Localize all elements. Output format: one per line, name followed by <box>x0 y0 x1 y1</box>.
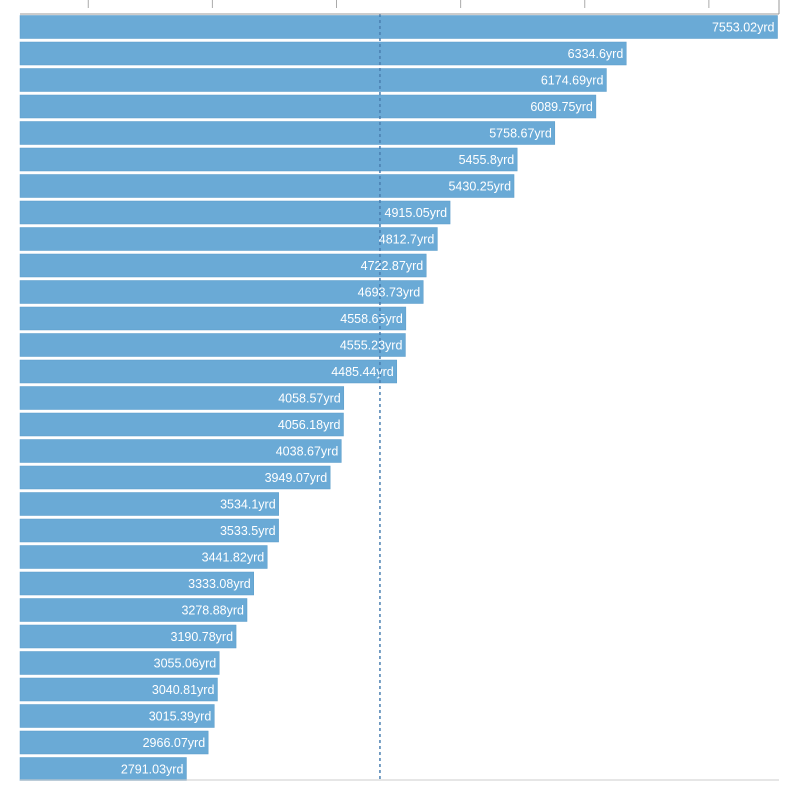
bar-value-label: 3949.07yrd <box>265 471 328 485</box>
bar-value-label: 4485.44yrd <box>331 365 394 379</box>
bar-value-label: 6174.69yrd <box>541 74 604 88</box>
bar-18 <box>19 492 279 516</box>
bar-value-label: 4555.23yrd <box>340 339 403 353</box>
bar-value-label: 4915.05yrd <box>385 206 448 220</box>
bar-3 <box>19 94 597 119</box>
bar-27 <box>19 730 209 755</box>
axes <box>20 0 780 781</box>
bar-14 <box>19 386 345 410</box>
bars: 7553.02yrd 6334.6yrd 6174.69yrd 6089.75yrd 5… <box>19 15 778 781</box>
bar-value-label: 4698.73yrd <box>358 286 421 300</box>
bar-value-label: 4722.87yrd <box>361 259 424 273</box>
bar-value-label: 3441.82yrd <box>202 551 265 565</box>
bar-13 <box>19 359 398 384</box>
bar-value-label: 2791.03yrd <box>121 763 184 777</box>
bar-value-label: 4558.65yrd <box>340 312 403 326</box>
bar-26 <box>19 704 215 728</box>
x-axis-ticks <box>87 0 710 8</box>
bar-value-label: 5430.25yrd <box>448 180 511 194</box>
bar-15 <box>19 412 344 437</box>
bar-9 <box>19 253 427 278</box>
bar-23 <box>19 624 237 649</box>
bar-2 <box>19 68 607 92</box>
bar-10 <box>19 280 424 304</box>
bar-1 <box>19 41 627 66</box>
bar-17 <box>19 465 331 490</box>
bar-value-label: 3333.08yrd <box>188 577 251 591</box>
bar-8 <box>19 227 438 251</box>
bar-value-label: 4038.67yrd <box>276 445 339 459</box>
bar-5 <box>19 147 518 172</box>
bar-7 <box>19 200 451 225</box>
bar-16 <box>19 439 342 463</box>
bar-20 <box>19 545 268 569</box>
bar-value-label: 5455.8yrd <box>459 153 515 167</box>
bar-value-label: 4056.18yrd <box>278 418 341 432</box>
bar-value-label: 3533.5yrd <box>220 524 276 538</box>
bar-value-label: 4812.7yrd <box>379 233 435 247</box>
bar-value-label: 6334.6yrd <box>568 47 624 61</box>
bar-value-label: 2966.07yrd <box>143 736 206 750</box>
bar-6 <box>19 174 515 198</box>
bar-11 <box>19 306 407 331</box>
bar-21 <box>19 571 254 596</box>
bar-value-label: 3040.81yrd <box>152 683 215 697</box>
bar-value-label: 3055.06yrd <box>154 657 217 671</box>
bar-value-label: 3015.39yrd <box>149 710 212 724</box>
bar-12 <box>19 333 406 357</box>
bar-value-label: 6089.75yrd <box>530 100 593 114</box>
bar-22 <box>19 598 248 622</box>
bar-value-label: 3278.88yrd <box>181 604 244 618</box>
bar-value-label: 4058.57yrd <box>278 392 341 406</box>
bar-0 <box>19 15 778 39</box>
bar-4 <box>19 121 556 145</box>
bar-19 <box>19 518 279 543</box>
bar-24 <box>19 651 220 675</box>
bar-value-label: 7553.02yrd <box>712 21 775 35</box>
bar-value-label: 3534.1yrd <box>220 498 276 512</box>
bar-value-label: 5758.67yrd <box>489 127 552 141</box>
bar-25 <box>19 677 218 702</box>
bar-value-label: 3190.78yrd <box>171 630 234 644</box>
